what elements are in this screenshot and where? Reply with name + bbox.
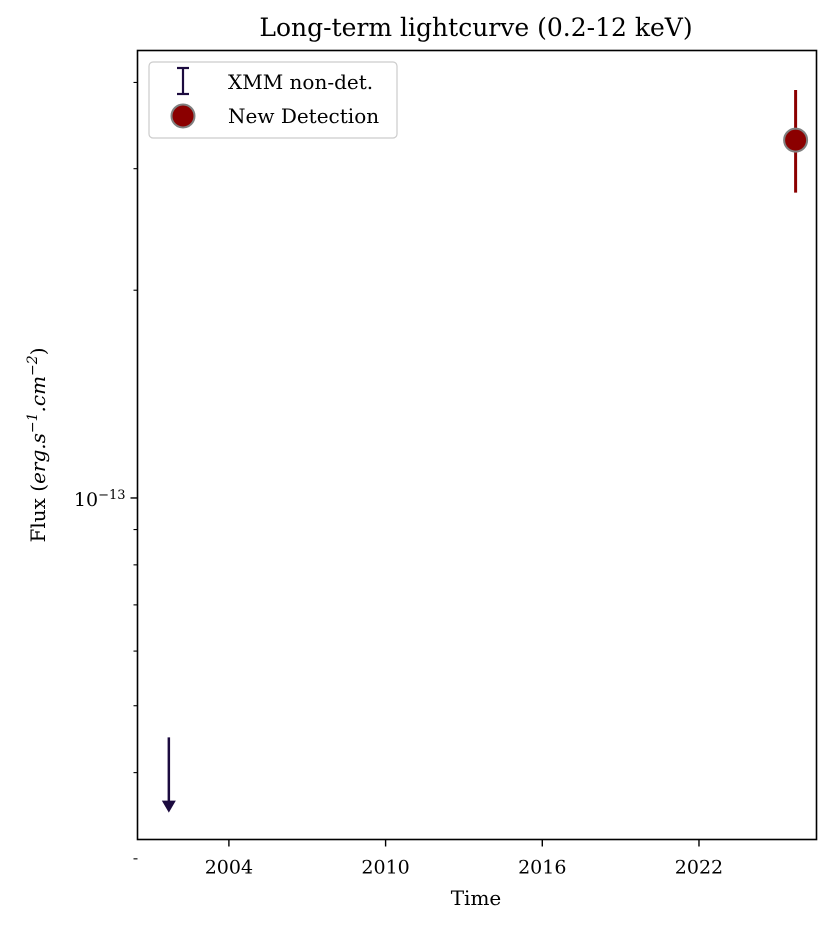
x-axis-label: Time (451, 886, 502, 910)
y-axis-label: Flux (erg.s−1.cm−2) (25, 347, 50, 542)
plot-frame (136, 49, 818, 841)
axis-ticks: 2004 2010 2016 2022 10−13 (74, 81, 723, 879)
y-label-prefix: Flux ( (26, 484, 50, 543)
y-tick-label-exponent: −13 (98, 487, 125, 502)
y-label-sup1: −1 (25, 412, 41, 433)
y-label-suffix: ) (26, 347, 50, 355)
chart-title: Long-term lightcurve (0.2-12 keV) (259, 13, 692, 42)
y-tick-label-base: 10 (74, 489, 98, 511)
x-tick-label: 2010 (361, 857, 409, 879)
y-label-base1: erg.s (26, 433, 50, 484)
legend-circle-icon (170, 103, 196, 129)
y-label-sup2: −2 (25, 355, 41, 376)
x-tick-label: 2016 (518, 857, 566, 879)
legend-label-xmm: XMM non-det. (228, 70, 373, 94)
x-tick-label: 2004 (205, 857, 253, 879)
detection-point (783, 127, 809, 153)
data-marks (161, 90, 809, 813)
x-tick-label: 2022 (675, 857, 723, 879)
legend: XMM non-det. New Detection (148, 61, 398, 139)
legend-box (148, 61, 398, 139)
legend-errorbar-icon (177, 66, 189, 96)
legend-label-new-detection: New Detection (228, 104, 379, 128)
upper-limit-arrow-head (161, 800, 176, 813)
y-tick-label: 10−13 (74, 487, 126, 511)
y-label-base2: .cm (26, 376, 50, 413)
